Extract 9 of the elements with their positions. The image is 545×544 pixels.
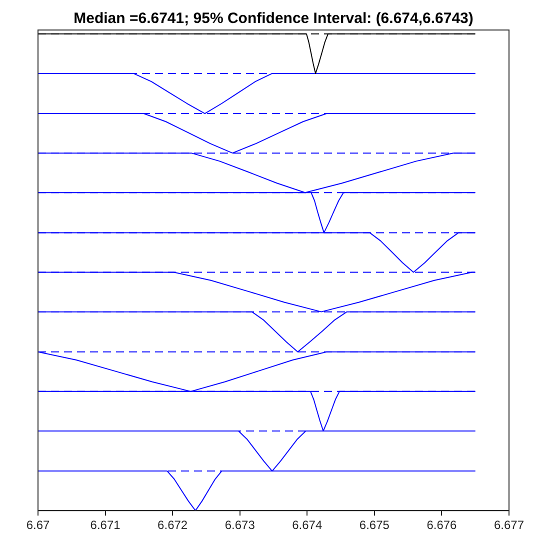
x-tick-label: 6.671 xyxy=(90,518,121,532)
x-tick-label: 6.676 xyxy=(426,518,458,532)
x-tick-label: 6.675 xyxy=(359,518,390,532)
x-tick-label: 6.677 xyxy=(494,518,524,532)
x-tick-label: 6.673 xyxy=(224,518,256,532)
chart-title: Median =6.6741; 95% Confidence Interval: (6.674,6.6743) xyxy=(74,10,474,28)
x-tick-label: 6.67 xyxy=(26,518,50,532)
x-tick-label: 6.672 xyxy=(158,518,188,532)
x-tick-label: 6.674 xyxy=(292,518,322,532)
